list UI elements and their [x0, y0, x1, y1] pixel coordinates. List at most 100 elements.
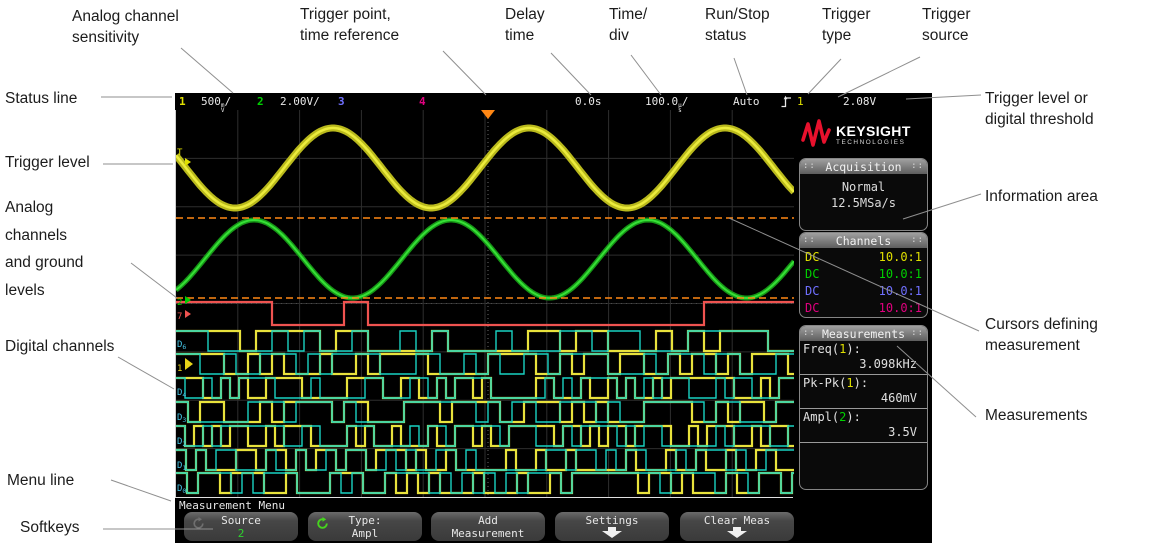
callout-line	[130, 262, 178, 299]
digital-trace-D2	[176, 425, 794, 447]
logo-line2: TECHNOLOGIES	[836, 138, 906, 146]
channel-row: DC 10.0:1	[805, 250, 922, 264]
channel-label-T: T	[177, 148, 183, 158]
status-trigger-source: 1	[797, 95, 804, 108]
label-run-stop: Run/Stop status	[705, 6, 770, 44]
ground-marker-arrow	[185, 296, 191, 304]
acquisition-mode: Normal	[841, 180, 886, 194]
softkey-add-line1: Add	[478, 514, 498, 527]
softkey-source-label: Source	[221, 514, 261, 527]
channel-label-D6: D6	[177, 340, 186, 351]
softkey-source-value: 2	[237, 527, 245, 540]
status-ch2-sensitivity: 2.00V/	[280, 95, 320, 108]
measurement-pkpk: Pk-Pk(1): 460mV	[800, 375, 927, 409]
label-analog-sensitivity: Analog channel sensitivity	[72, 8, 179, 46]
waveform-area: T 2 7 D6 1 D4 D3 D2 D1 D0	[173, 110, 797, 497]
label-status-line: Status line	[5, 90, 78, 107]
freq-value: 3.098kHz	[859, 357, 917, 371]
label-trigger-threshold: Trigger level or digital threshold	[985, 90, 1094, 128]
acquisition-title: Acquisition	[825, 159, 902, 174]
digital-trace-D2	[176, 424, 794, 448]
digital-trace-D1	[176, 449, 794, 471]
status-delay-time: 0.0s	[575, 95, 602, 108]
digital-trace-D4	[176, 377, 794, 399]
drag-grip-icon: ::	[911, 235, 924, 245]
channel-1-trace-core	[175, 126, 795, 210]
digital-trace-D0	[176, 471, 794, 495]
callout-line	[442, 50, 487, 96]
status-timebase: 100.0 µ s /	[645, 95, 689, 114]
down-arrow-icon	[602, 527, 622, 538]
softkey-type[interactable]: Type: Ampl	[308, 512, 422, 541]
label-softkeys: Softkeys	[20, 519, 80, 536]
measurements-header[interactable]: :: Measurements ::	[800, 326, 927, 341]
status-bar: 1 500 m V/ 2 2.00V/ 3 4 0.0s 100.0 µ s / Auto…	[175, 93, 932, 114]
callout-line	[110, 479, 172, 502]
digital-trace-D3	[176, 401, 794, 423]
digital-trace-D7	[176, 300, 794, 327]
trigger-slope-icon	[781, 95, 791, 108]
status-ch4-number: 4	[419, 95, 426, 108]
softkey-settings[interactable]: Settings	[555, 512, 669, 541]
keysight-spark-icon	[801, 119, 831, 147]
status-run-stop: Auto	[733, 95, 760, 108]
callout-line	[807, 58, 842, 95]
channel-label-D2: D2	[177, 437, 186, 448]
softkey-type-value: Ampl	[351, 527, 379, 540]
label-digital-channels: Digital channels	[5, 338, 115, 355]
status-ch1-sensitivity: 500 m V /	[201, 95, 232, 114]
channel-label-7: 7	[177, 312, 182, 322]
measurement-freq: Freq(1): 3.098kHz	[800, 341, 927, 375]
oscilloscope-screen: 1 500 m V/ 2 2.00V/ 3 4 0.0s 100.0 µ s / Auto…	[173, 93, 932, 543]
softkey-type-label: Type:	[348, 514, 382, 527]
ground-marker-arrow	[185, 310, 191, 318]
softkey-clear-meas[interactable]: Clear Meas	[680, 512, 794, 541]
label-time-div: Time/ div	[609, 6, 648, 44]
callout-line	[180, 47, 234, 94]
ampl-value: 3.5V	[888, 425, 917, 439]
measurement-ampl: Ampl(2): 3.5V	[800, 409, 927, 443]
channel-row: DC 10.0:1	[805, 267, 922, 281]
measurements-panel: :: Measurements :: Freq(1): 3.098kHz Pk-…	[799, 325, 928, 490]
label-cursors: Cursors defining measurement	[985, 316, 1098, 354]
channels-panel: :: Channels :: DC 10.0:1 DC 10.0:1 DC 10.0:…	[799, 232, 928, 318]
status-ch3-number: 3	[338, 95, 345, 108]
channel-label-D1: D1	[177, 461, 186, 472]
channels-title: Channels	[835, 233, 892, 248]
ch1-sens-value: 500	[201, 95, 221, 108]
pkpk-value: 460mV	[880, 391, 917, 405]
down-arrow-icon	[727, 527, 747, 538]
acquisition-panel: :: Acquisition :: Normal 12.5MSa/s	[799, 158, 928, 231]
callout-line	[630, 54, 662, 96]
channels-header[interactable]: :: Channels ::	[800, 233, 927, 248]
softkey-add-measurement[interactable]: Add Measurement	[431, 512, 545, 541]
softkey-clear-label: Clear Meas	[703, 514, 771, 527]
callout-line	[550, 52, 592, 96]
acquisition-header[interactable]: :: Acquisition ::	[800, 159, 927, 174]
label-information-area: Information area	[985, 188, 1098, 205]
channel-label-D0: D0	[177, 484, 186, 495]
channel-label-2: 2	[177, 298, 182, 308]
channel-label-1: 1	[177, 364, 182, 374]
information-area: KEYSIGHT TECHNOLOGIES :: Acquisition :: …	[795, 110, 932, 543]
keysight-logo: KEYSIGHT TECHNOLOGIES	[801, 112, 927, 156]
label-trigger-point: Trigger point, time reference	[300, 6, 400, 44]
label-delay-time: Delay time	[505, 6, 545, 44]
digital-trace-D0	[176, 472, 794, 494]
softkey-source[interactable]: Source 2	[184, 512, 298, 541]
menu-line: Measurement Menu	[175, 497, 793, 512]
label-trigger-source: Trigger source	[922, 6, 971, 44]
cycle-icon	[193, 517, 204, 529]
drag-grip-icon: ::	[803, 328, 816, 338]
drag-grip-icon: ::	[803, 161, 816, 171]
channel-row: DC 10.0:1	[805, 284, 922, 298]
digital-trace-D6	[176, 330, 794, 352]
ground-marker-arrow	[185, 158, 191, 166]
drag-grip-icon: ::	[911, 328, 924, 338]
drag-grip-icon: ::	[911, 161, 924, 171]
label-measurements: Measurements	[985, 407, 1088, 424]
callout-line	[117, 356, 175, 390]
status-ch2-number: 2	[257, 95, 264, 108]
sample-rate: 12.5MSa/s	[830, 196, 897, 210]
